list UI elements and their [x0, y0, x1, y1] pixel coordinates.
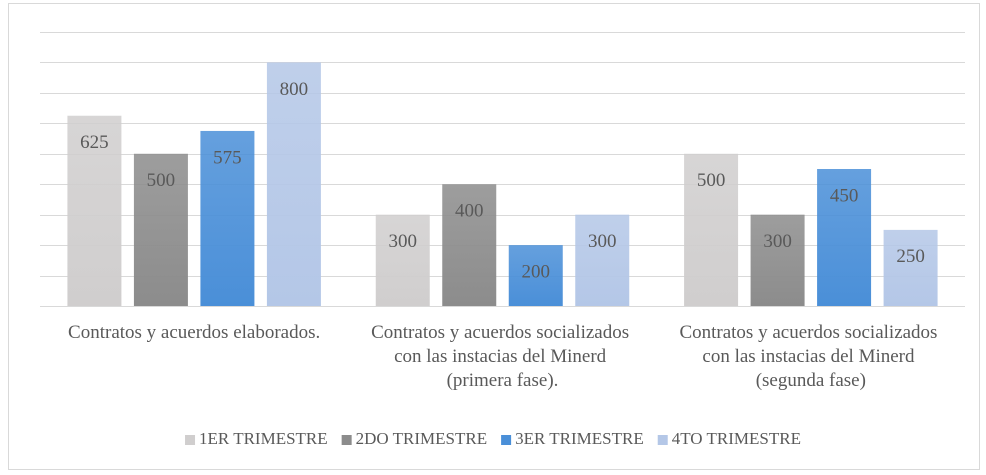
label-line: Contratos y acuerdos elaborados.: [68, 322, 320, 343]
data-label: 300: [588, 231, 617, 252]
bar: [266, 62, 321, 306]
legend: 1ER TRIMESTRE 2DO TRIMESTRE 3ER TRIMESTRE 4…: [185, 429, 801, 448]
bar: [375, 214, 430, 306]
label-line: (segunda fase): [756, 370, 866, 391]
bar: [200, 130, 255, 306]
x-tick-label: Contratos y acuerdos socializados con la…: [371, 322, 634, 391]
bar: [684, 153, 739, 306]
bar: [883, 229, 938, 306]
x-tick-label: Contratos y acuerdos elaborados.: [68, 322, 320, 343]
bar: [508, 245, 563, 306]
label-line: Contratos y acuerdos socializados: [679, 322, 942, 343]
legend-swatch: [657, 435, 668, 445]
bar: [442, 184, 497, 306]
data-label: 200: [522, 261, 551, 282]
data-label: 450: [830, 185, 859, 206]
legend-swatch: [501, 435, 512, 445]
data-label: 250: [896, 246, 925, 267]
bar: [750, 214, 805, 306]
data-label: 500: [697, 170, 726, 191]
data-label: 575: [213, 147, 242, 168]
legend-label: 1ER TRIMESTRE: [199, 429, 328, 448]
legend-label: 3ER TRIMESTRE: [515, 429, 644, 448]
legend-label: 4TO TRIMESTRE: [672, 429, 801, 448]
bar: [67, 115, 122, 306]
data-label: 300: [389, 231, 418, 252]
legend-label: 2DO TRIMESTRE: [356, 429, 487, 448]
data-label: 400: [455, 201, 484, 222]
x-tick-label: Contratos y acuerdos socializados con la…: [679, 322, 942, 391]
data-label: 800: [280, 79, 309, 100]
label-line: con las instacias del Minerd: [394, 346, 611, 367]
legend-swatch: [341, 435, 352, 445]
label-line: con las instacias del Minerd: [702, 346, 919, 367]
data-label: 500: [147, 170, 176, 191]
data-label: 300: [763, 231, 792, 252]
bar: [133, 153, 188, 306]
data-label: 625: [80, 132, 109, 153]
label-line: Contratos y acuerdos socializados: [371, 322, 634, 343]
bar: [817, 169, 872, 306]
bar: [575, 214, 630, 306]
legend-swatch: [185, 435, 196, 445]
label-line: (primera fase).: [447, 370, 559, 391]
